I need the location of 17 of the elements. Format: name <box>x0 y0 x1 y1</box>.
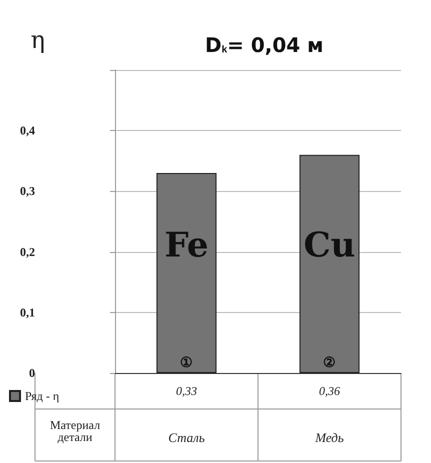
y-tick-label: 0 <box>29 366 35 380</box>
legend-label: Ряд - η <box>25 389 60 403</box>
y-tick-label: 0,2 <box>20 244 35 259</box>
text: 0,33 <box>176 384 197 398</box>
y-tick-label: 0,3 <box>20 184 35 198</box>
chart-title: Dk= 0,04 м <box>205 33 324 57</box>
annotation: Fe <box>164 226 208 266</box>
text: 0,36 <box>319 384 340 398</box>
y-tick-label: 0,4 <box>20 124 35 138</box>
x-tick-label: Медь <box>314 430 344 445</box>
y-tick-label: 0,1 <box>20 305 35 320</box>
y-axis-title: η <box>30 26 45 54</box>
x-tick-label: Сталь <box>168 430 205 445</box>
x-axis-title: Материал детали <box>50 418 100 444</box>
annotation: ② <box>323 355 336 371</box>
annotation: Cu <box>304 226 356 266</box>
annotation: ① <box>180 355 193 371</box>
